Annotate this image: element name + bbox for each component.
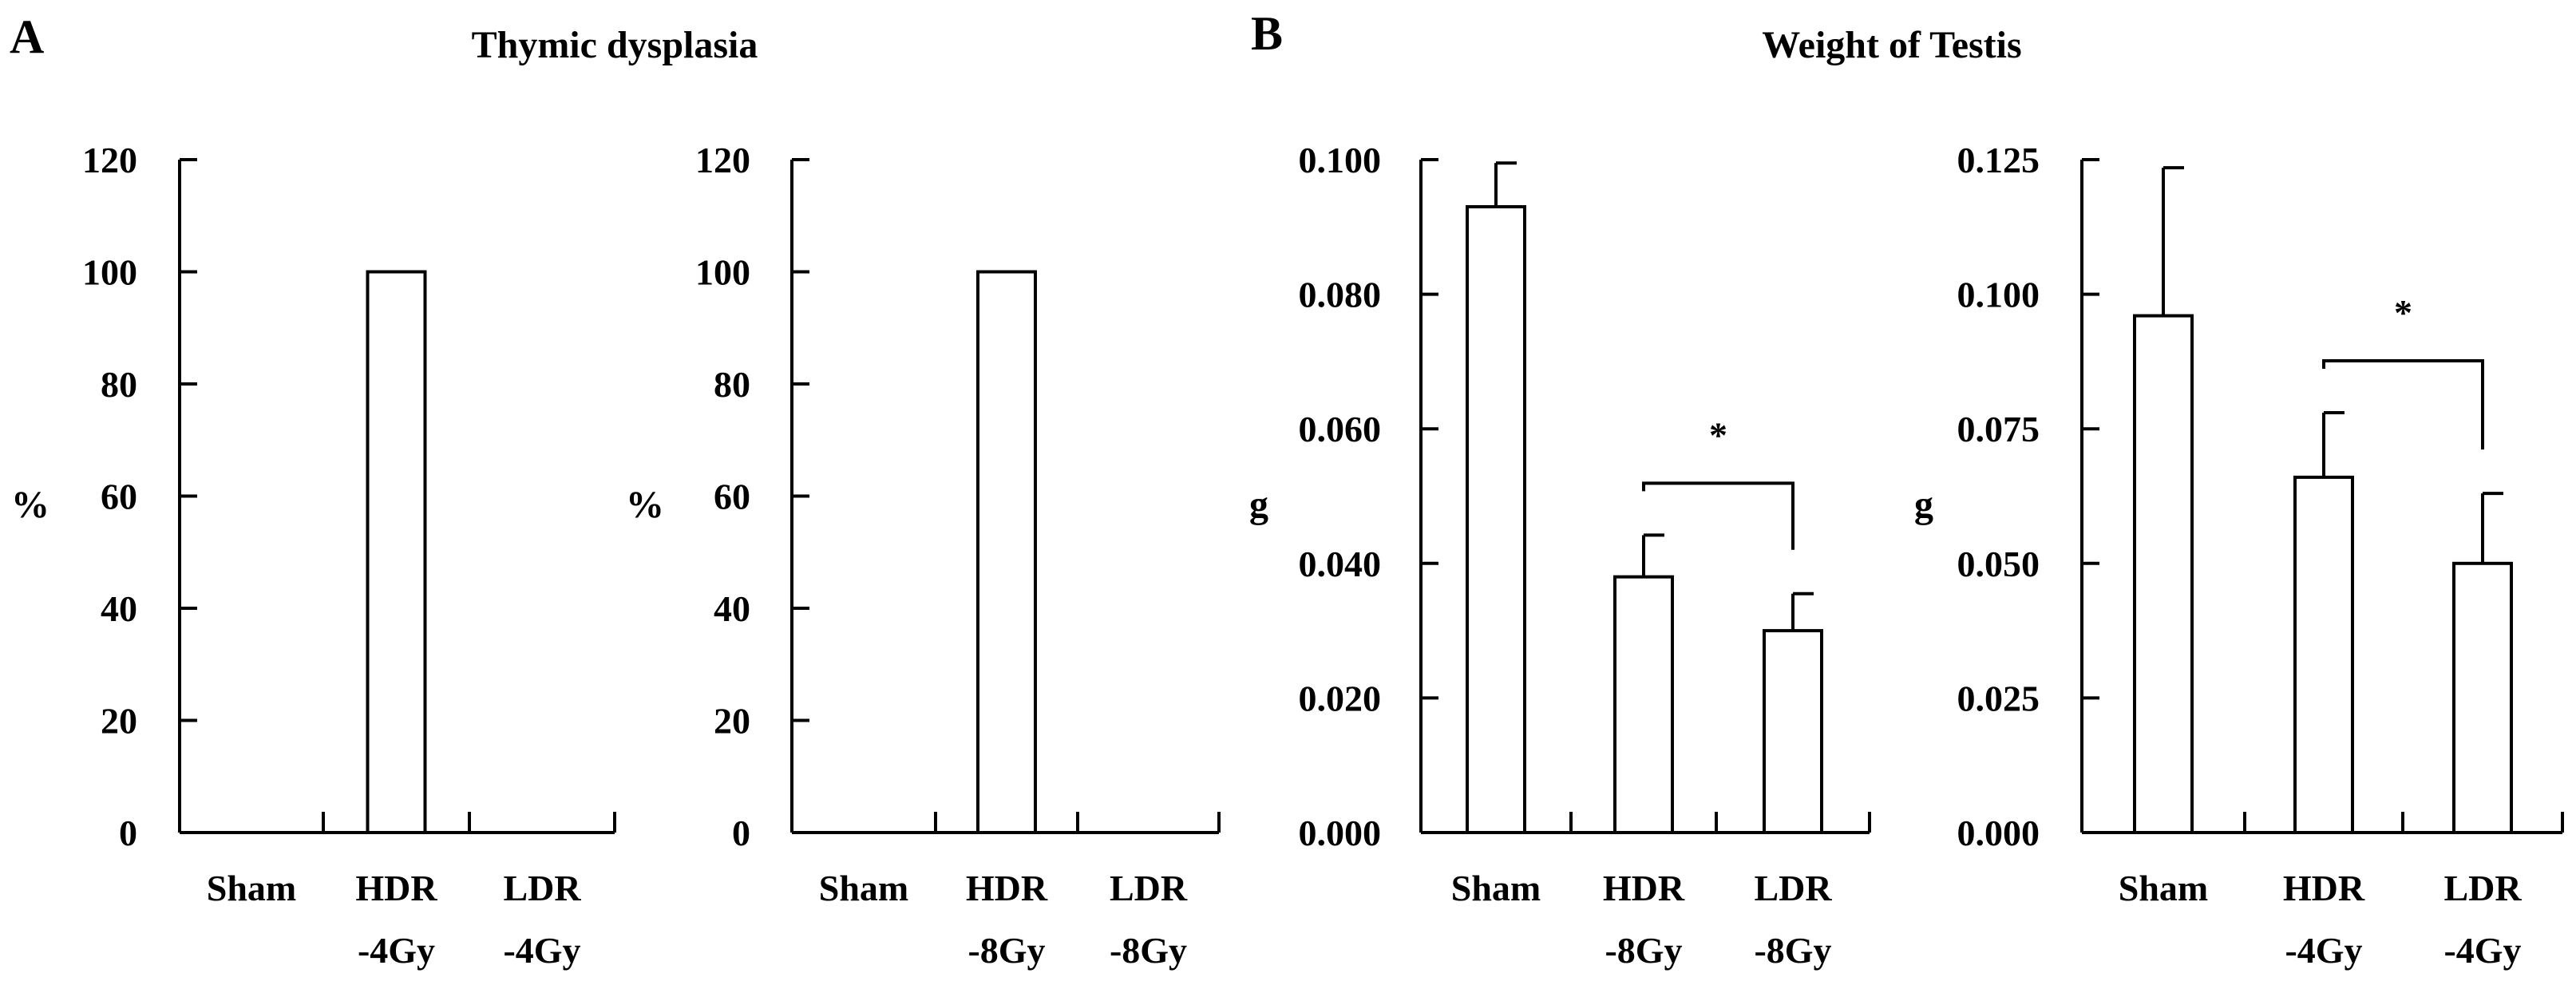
- bar: [2452, 561, 2513, 834]
- chart-a1: 0 20 40 60 80 100 120% Sham HDR -4Gy LDR -4Gy: [11, 140, 616, 971]
- y-tick-label: 120: [695, 140, 750, 180]
- bar: [1613, 575, 1674, 834]
- x-category-label: LDR: [503, 868, 581, 908]
- x-category-label: -8Gy: [1110, 930, 1187, 971]
- y-tick-label: 0: [119, 813, 137, 853]
- significance-label: *: [2394, 292, 2412, 333]
- panel-b-title: Weight of Testis: [1762, 24, 2021, 66]
- y-tick-label: 0.000: [1957, 813, 2040, 853]
- y-tick-label: 0.040: [1299, 544, 1382, 584]
- x-category-label: Sham: [207, 868, 296, 908]
- x-category-label: LDR: [2443, 868, 2522, 908]
- bar: [2133, 314, 2194, 834]
- y-tick-label: 80: [714, 364, 750, 405]
- x-category-label: Sham: [1451, 868, 1541, 908]
- y-tick-label: 0.100: [1299, 140, 1382, 180]
- y-tick-label: 40: [101, 588, 137, 629]
- y-tick-label: 80: [101, 364, 137, 405]
- chart-a2: 0 20 40 60 80 100 120% Sham HDR -8Gy LDR -8Gy: [626, 140, 1221, 971]
- y-axis-label: g: [1249, 484, 1268, 526]
- bar: [366, 270, 427, 834]
- chart-b2: 0.000 0.025 0.050 0.075 0.100 0.125 g Sham HDR -4…: [1914, 140, 2564, 971]
- y-tick-label: 0.075: [1957, 409, 2040, 449]
- significance-bracket: [1642, 481, 1794, 550]
- panel-b-letter: B: [1251, 7, 1283, 60]
- y-tick-label: 0.080: [1299, 275, 1382, 315]
- x-category-label: Sham: [2119, 868, 2208, 908]
- y-tick-label: 0.060: [1299, 409, 1382, 449]
- panel-a-title: Thymic dysplasia: [472, 24, 758, 66]
- chart-b1: 0.000 0.020 0.040 0.060 0.080 0.100 g Sham HDR -8…: [1249, 140, 1871, 971]
- y-axis-label: g: [1914, 484, 1933, 526]
- bar: [1763, 629, 1823, 834]
- significance-bracket: [2322, 358, 2484, 450]
- y-tick-label: 0.000: [1299, 813, 1382, 853]
- y-axis-label: %: [626, 484, 664, 526]
- y-tick-label: 60: [101, 477, 137, 517]
- x-category-label: LDR: [1754, 868, 1832, 908]
- y-tick-label: 100: [695, 252, 750, 293]
- y-tick-label: 0.050: [1957, 544, 2040, 584]
- y-tick-label: 0: [732, 813, 750, 853]
- y-tick-label: 0.025: [1957, 678, 2040, 718]
- significance-label: *: [1709, 414, 1727, 455]
- y-tick-label: 20: [101, 701, 137, 742]
- x-category-label: -8Gy: [1605, 930, 1682, 971]
- x-category-label: -4Gy: [503, 930, 580, 971]
- x-category-label: HDR: [966, 868, 1048, 908]
- y-tick-label: 0.100: [1957, 275, 2040, 315]
- y-tick-label: 120: [82, 140, 137, 180]
- y-tick-label: 60: [714, 477, 750, 517]
- x-category-label: -8Gy: [1754, 930, 1831, 971]
- bar: [2293, 475, 2354, 834]
- y-tick-label: 100: [82, 252, 137, 293]
- x-category-label: -4Gy: [2285, 930, 2362, 971]
- x-category-label: HDR: [355, 868, 437, 908]
- x-category-label: HDR: [2283, 868, 2365, 908]
- y-tick-label: 40: [714, 588, 750, 629]
- x-category-label: -4Gy: [358, 930, 435, 971]
- y-axis-label: %: [11, 484, 49, 526]
- x-category-label: HDR: [1603, 868, 1685, 908]
- x-category-label: -8Gy: [967, 930, 1045, 971]
- bar: [1466, 205, 1526, 834]
- y-tick-label: 0.020: [1299, 678, 1382, 718]
- bar: [976, 270, 1037, 834]
- x-category-label: LDR: [1110, 868, 1188, 908]
- panel-a-letter: A: [10, 10, 44, 63]
- x-category-label: Sham: [819, 868, 908, 908]
- x-category-label: -4Gy: [2443, 930, 2521, 971]
- y-tick-label: 20: [714, 701, 750, 742]
- y-tick-label: 0.125: [1957, 140, 2040, 180]
